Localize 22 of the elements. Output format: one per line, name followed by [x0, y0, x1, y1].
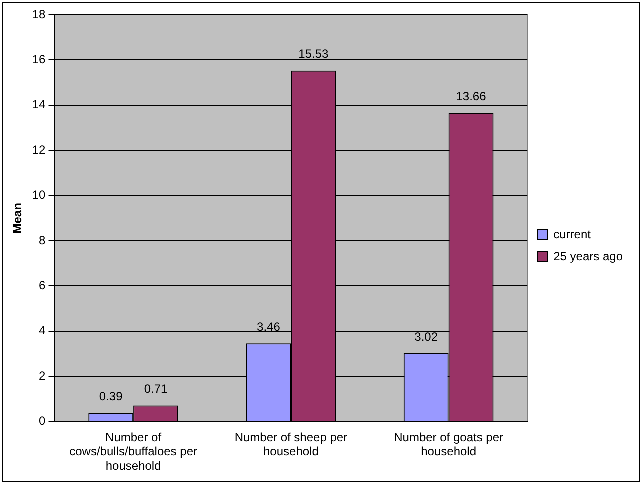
data-label: 13.66 — [456, 89, 487, 104]
x-tick-label: Number of goats per household — [394, 430, 504, 459]
y-tick-label: 16 — [32, 52, 46, 67]
y-tick-label: 18 — [32, 7, 46, 22]
y-tick-label: 4 — [39, 324, 46, 338]
data-label: 0.71 — [144, 382, 168, 396]
y-tick-label: 10 — [32, 188, 46, 202]
y-tick-label: 14 — [32, 98, 46, 112]
data-label: 0.39 — [99, 389, 124, 404]
legend-label: 25 years ago — [554, 249, 624, 264]
y-axis-title: Mean — [10, 203, 25, 234]
y-tick-label: 8 — [39, 233, 46, 248]
data-label: 3.46 — [257, 320, 281, 334]
y-tick-label: 12 — [32, 142, 46, 157]
legend-label: current — [554, 227, 592, 242]
data-label: 15.53 — [298, 47, 329, 62]
y-tick-label: 0 — [39, 414, 46, 428]
y-tick-label: 6 — [39, 278, 46, 293]
data-label: 3.02 — [414, 330, 438, 344]
y-tick-label: 2 — [39, 368, 46, 383]
x-tick-label: Number of cows/bulls/buffaloes per household — [70, 430, 198, 474]
x-tick-label: Number of sheep per household — [234, 430, 348, 459]
